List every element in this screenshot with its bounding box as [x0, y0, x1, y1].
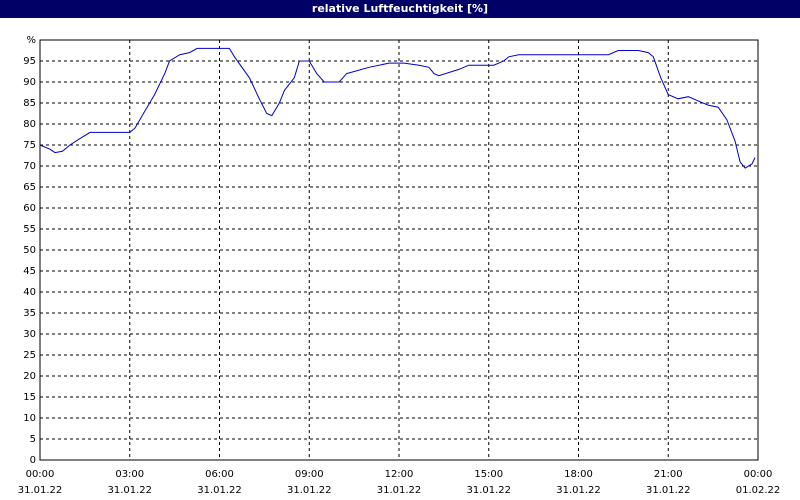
- y-tick-label: 30: [23, 329, 36, 340]
- x-tick-date: 31.01.22: [107, 485, 152, 496]
- y-tick-label: 55: [23, 224, 36, 235]
- y-tick-label: 15: [23, 392, 36, 403]
- x-tick-date: 31.01.22: [646, 485, 691, 496]
- x-tick-date: 31.01.22: [377, 485, 422, 496]
- y-tick-label: 5: [30, 434, 36, 445]
- y-tick-label: 75: [23, 140, 36, 151]
- y-tick-label: 50: [23, 245, 36, 256]
- y-tick-label: %: [26, 35, 36, 46]
- x-tick-label: 06:00: [205, 469, 234, 480]
- y-tick-label: 90: [23, 77, 36, 88]
- y-tick-label: 20: [23, 371, 36, 382]
- y-tick-label: 80: [23, 119, 36, 130]
- title-bar: [0, 0, 800, 18]
- x-tick-date: 31.01.22: [556, 485, 601, 496]
- data-line: [39, 47, 756, 169]
- y-tick-label: 45: [23, 266, 36, 277]
- x-tick-date: 31.01.22: [18, 485, 63, 496]
- x-tick-label: 00:00: [26, 469, 55, 480]
- y-tick-label: 60: [23, 203, 36, 214]
- y-tick-label: 95: [23, 56, 36, 67]
- x-tick-label: 18:00: [564, 469, 593, 480]
- x-tick-date: 31.01.22: [466, 485, 511, 496]
- y-tick-label: 85: [23, 98, 36, 109]
- y-tick-label: 70: [23, 161, 36, 172]
- y-tick-label: 35: [23, 308, 36, 319]
- y-tick-label: 65: [23, 182, 36, 193]
- y-tick-label: 10: [23, 413, 36, 424]
- x-tick-date: 31.01.22: [287, 485, 332, 496]
- x-tick-label: 12:00: [385, 469, 414, 480]
- y-tick-label: 0: [30, 455, 36, 466]
- y-tick-label: 25: [23, 350, 36, 361]
- x-tick-label: 03:00: [115, 469, 144, 480]
- x-tick-label: 21:00: [654, 469, 683, 480]
- x-tick-label: 09:00: [295, 469, 324, 480]
- x-tick-label: 15:00: [474, 469, 503, 480]
- chart-title: relative Luftfeuchtigkeit [%]: [312, 2, 488, 15]
- y-tick-label: 40: [23, 287, 36, 298]
- x-tick-date: 31.01.22: [197, 485, 242, 496]
- x-tick-label: 00:00: [744, 469, 773, 480]
- x-tick-date: 01.02.22: [736, 485, 781, 496]
